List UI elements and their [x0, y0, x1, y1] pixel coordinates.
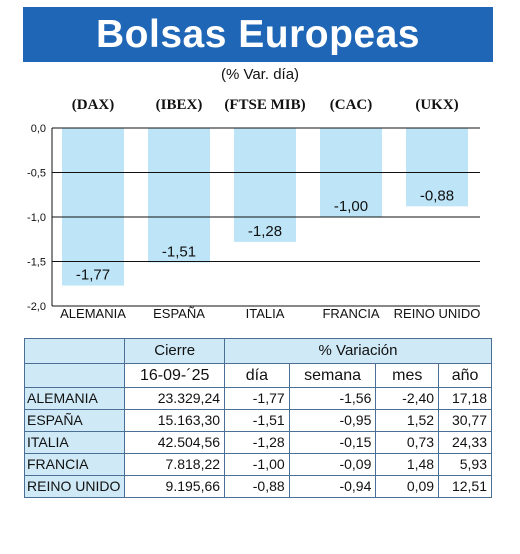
cell-mes: 1,52 [375, 409, 440, 432]
category-label: ALEMANIA [60, 306, 126, 321]
index-label-dax: (DAX) [71, 97, 115, 113]
table-subcorner [23, 363, 126, 388]
cell-semana: -0,15 [288, 431, 377, 454]
cell-mes: 0,73 [375, 431, 440, 454]
cell-dia: -1,77 [224, 387, 290, 410]
category-label: FRANCIA [322, 306, 379, 321]
cell-mes: 0,09 [375, 475, 440, 498]
table-column-header-row: 16-09-´25 día semana mes año [23, 363, 492, 388]
table-group-header-row: Cierre % Variación [23, 338, 492, 364]
index-label-ftse-mib: (FTSE MIB) [224, 97, 306, 113]
cell-anio: 12,51 [438, 475, 492, 498]
column-date: 16-09-´25 [124, 363, 226, 388]
data-label: -1,28 [248, 223, 282, 240]
cell-anio: 30,77 [438, 409, 492, 432]
cell-cierre: 15.163,30 [124, 409, 226, 432]
y-tick-label: -0,5 [27, 168, 46, 180]
table-corner [23, 338, 126, 364]
cell-mes: -2,40 [375, 387, 440, 410]
y-tick-label: -1,5 [27, 257, 46, 269]
category-label: ESPAÑA [153, 306, 205, 321]
bar-italia [234, 128, 296, 242]
index-label-ibex: (IBEX) [155, 97, 203, 113]
y-tick-label: 0,0 [31, 123, 46, 135]
cell-dia: -1,51 [224, 409, 290, 432]
row-name: REINO UNIDO [23, 475, 126, 498]
title-banner: Bolsas Europeas [23, 7, 493, 62]
column-dia: día [224, 363, 290, 388]
cell-cierre: 23.329,24 [124, 387, 226, 410]
column-semana: semana [288, 363, 377, 388]
cell-anio: 17,18 [438, 387, 492, 410]
table-row: ITALIA 42.504,56 -1,28 -0,15 0,73 24,33 [23, 431, 492, 454]
bar-chart: 0,0 -0,5 -1,0 -1,5 -2,0 -1,77 -1,51 -1,28 -1,00 -… [27, 123, 481, 321]
index-label-ukx: (UKX) [415, 97, 459, 113]
data-label: -1,51 [162, 243, 196, 260]
table-row: REINO UNIDO 9.195,66 -0,88 -0,94 0,09 12… [23, 475, 492, 498]
y-tick-label: -1,0 [27, 212, 46, 224]
table-row: FRANCIA 7.818,22 -1,00 -0,09 1,48 5,93 [23, 453, 492, 476]
data-label: -1,00 [334, 198, 368, 215]
cell-semana: -1,56 [288, 387, 377, 410]
bar-reino-unido [406, 128, 468, 207]
table-row: ESPAÑA 15.163,30 -1,51 -0,95 1,52 30,77 [23, 409, 492, 432]
table-row: ALEMANIA 23.329,24 -1,77 -1,56 -2,40 17,… [23, 387, 492, 410]
data-label: -0,88 [420, 187, 454, 204]
row-name: ITALIA [23, 431, 126, 454]
chart-subtitle: (% Var. día) [220, 66, 300, 83]
cell-cierre: 9.195,66 [124, 475, 226, 498]
cell-dia: -1,28 [224, 431, 290, 454]
cell-semana: -0,09 [288, 453, 377, 476]
cell-cierre: 42.504,56 [124, 431, 226, 454]
cell-semana: -0,95 [288, 409, 377, 432]
cell-anio: 24,33 [438, 431, 492, 454]
column-anio: año [438, 363, 492, 388]
header-cierre: Cierre [124, 338, 226, 364]
bar-alemania [62, 128, 124, 286]
y-tick-label: -2,0 [27, 301, 46, 313]
category-label: REINO UNIDO [394, 306, 481, 321]
cell-dia: -0,88 [224, 475, 290, 498]
index-label-cac: (CAC) [329, 97, 373, 113]
row-name: FRANCIA [23, 453, 126, 476]
market-table: Cierre % Variación 16-09-´25 día semana … [23, 338, 492, 498]
header-variacion: % Variación [224, 338, 492, 364]
page-title: Bolsas Europeas [96, 13, 420, 56]
cell-semana: -0,94 [288, 475, 377, 498]
cell-dia: -1,00 [224, 453, 290, 476]
row-name: ALEMANIA [23, 387, 126, 410]
column-mes: mes [375, 363, 440, 388]
bar-españa [148, 128, 210, 263]
category-label: ITALIA [246, 306, 285, 321]
data-label: -1,77 [76, 267, 110, 284]
row-name: ESPAÑA [23, 409, 126, 432]
cell-mes: 1,48 [375, 453, 440, 476]
cell-cierre: 7.818,22 [124, 453, 226, 476]
cell-anio: 5,93 [438, 453, 492, 476]
